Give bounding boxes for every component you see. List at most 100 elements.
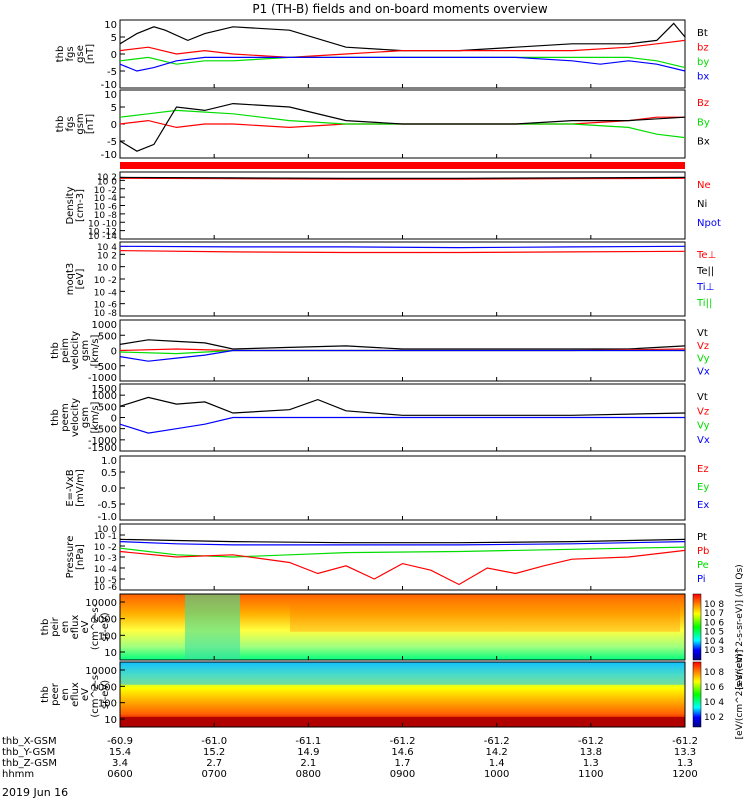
heatmap-high-energy-band: [120, 662, 685, 685]
y-tick-label: 10000: [85, 598, 117, 609]
series-bx: [119, 56, 686, 72]
series-pi: [119, 541, 686, 546]
x-axis-value: 2.1: [300, 758, 316, 769]
y-axis-label: sr-eV): [100, 612, 111, 641]
y-tick-label: 10 0: [97, 525, 117, 535]
series-ne: [119, 177, 686, 180]
y-tick-label: 0: [111, 347, 117, 358]
y-axis-label: [cm-3]: [75, 189, 86, 222]
colorbar: [692, 661, 702, 728]
panel-pressure: 10 010 -110 -210 -310 -410 -510 -6 Pt Pb Pe…: [65, 523, 709, 593]
legend-ti: Ti||: [696, 298, 712, 309]
legend-ti: Ti⊥: [696, 282, 714, 293]
legend-pb: Pb: [697, 546, 709, 557]
x-axis-value: 14.9: [297, 747, 319, 758]
series-ti: [119, 245, 686, 249]
x-axis-value: 1000: [484, 769, 509, 780]
legend-vy: Vy: [697, 354, 710, 365]
colorbar-tick-label: 10 6: [704, 618, 724, 628]
x-axis-value: 0800: [296, 769, 321, 780]
x-axis-value: 1.7: [395, 758, 411, 769]
series-vx: [119, 349, 685, 362]
legend-vx: Vx: [697, 435, 710, 446]
panel-frame: [119, 455, 686, 521]
legend-ey: Ey: [697, 482, 709, 493]
y-tick-label: 10 -14: [88, 232, 117, 242]
legend-pt: Pt: [697, 532, 707, 543]
y-axis-label: gse: [75, 45, 86, 63]
y-tick-label: 5: [111, 33, 117, 44]
y-axis-label: thb: [50, 342, 61, 359]
y-tick-label: 10 -1: [94, 532, 117, 542]
legend-ex: Ex: [697, 500, 709, 511]
legend-bz: Bz: [697, 98, 709, 109]
colorbar-label: [eV/(cm^2-s-sr-eV)] (All Qs): [735, 564, 745, 689]
y-axis-label: velocity: [70, 331, 81, 370]
y-tick-label: -0.5: [97, 500, 117, 511]
series-ni: [119, 176, 686, 179]
x-axis-value: 1100: [578, 769, 603, 780]
y-axis-label: [nT]: [85, 44, 96, 64]
y-axis-label: fgs: [65, 46, 76, 61]
y-tick-label: 0.5: [101, 468, 117, 479]
y-tick-label: 1000: [92, 682, 117, 693]
y-tick-label: 1000: [92, 615, 117, 626]
legend-ez: Ez: [697, 464, 709, 475]
y-axis-label: [km/s]: [90, 334, 101, 366]
y-axis-label: [nT]: [85, 114, 96, 134]
x-axis-value: -61.2: [578, 736, 604, 747]
x-axis-value: 15.2: [203, 747, 225, 758]
x-axis-block: thb_X-GSM -60.9 -61.0 -61.1 -61.2 -61.2 -61.2 -…: [2, 736, 698, 780]
x-axis-value: 1.3: [677, 758, 693, 769]
y-axis-label: Pressure: [65, 536, 76, 579]
y-axis-label: [mV/m]: [75, 469, 86, 507]
legend-te: Te||: [696, 266, 714, 277]
y-axis-label: gsm: [75, 113, 86, 134]
legend-vy: Vy: [697, 421, 710, 432]
heatmap-low-flux-region: [185, 594, 240, 660]
y-tick-label: 10000: [85, 666, 117, 677]
y-tick-label: -500: [94, 425, 117, 436]
panel-frame: [119, 19, 686, 89]
y-axis-label: thb: [55, 116, 66, 133]
y-tick-label: 10: [104, 648, 117, 659]
y-tick-label: 10 0: [97, 264, 117, 274]
y-tick-label: 10 -6: [94, 583, 118, 593]
x-axis-value: -61.2: [390, 736, 416, 747]
heatmap-low-energy-band: [120, 717, 685, 727]
y-tick-label: -1500: [88, 443, 117, 454]
panel-peer-eflux: 10000 1000 100 10 10 8 10 6 10 4 10 2 [eV/(cm^2-…: [40, 650, 745, 740]
x-axis-value: 0900: [390, 769, 415, 780]
figure-title: P1 (TH-B) fields and on-board moments ov…: [252, 2, 548, 16]
y-tick-label: -10: [101, 150, 117, 161]
y-tick-label: 10 -4: [94, 194, 118, 204]
heatmap-high-flux-band: [290, 602, 680, 632]
x-axis-value: 0600: [107, 769, 132, 780]
y-tick-label: 10 -10: [88, 219, 117, 229]
y-axis-label: (cm^2-s-: [90, 671, 101, 718]
y-tick-label: 5: [111, 103, 117, 114]
y-tick-label: 10 -8: [94, 211, 118, 221]
x-axis-row-label: hhmm: [2, 769, 34, 780]
y-axis-label: peem: [60, 403, 71, 431]
y-axis-label: eV: [80, 620, 91, 633]
x-axis-value: -60.9: [107, 736, 133, 747]
y-tick-label: 0: [111, 50, 117, 61]
y-tick-label: 100: [98, 699, 117, 710]
series-pb: [119, 549, 686, 586]
colorbar-tick-label: 10 4: [704, 698, 724, 708]
x-axis-value: -61.1: [295, 736, 321, 747]
y-tick-label: -1.0: [97, 512, 117, 523]
panel-frame: [119, 523, 686, 591]
x-axis-value: 14.6: [391, 747, 413, 758]
y-axis-label: gsm: [80, 340, 91, 361]
legend-bz: bz: [697, 43, 709, 54]
x-axis-value: -61.2: [484, 736, 510, 747]
series-vt: [119, 396, 686, 416]
legend-vt: Vt: [697, 328, 708, 339]
panel-frame: [119, 241, 686, 317]
y-tick-label: 1500: [92, 384, 117, 395]
legend-pe: Pe: [697, 560, 709, 571]
y-axis-label: thb: [40, 619, 51, 636]
